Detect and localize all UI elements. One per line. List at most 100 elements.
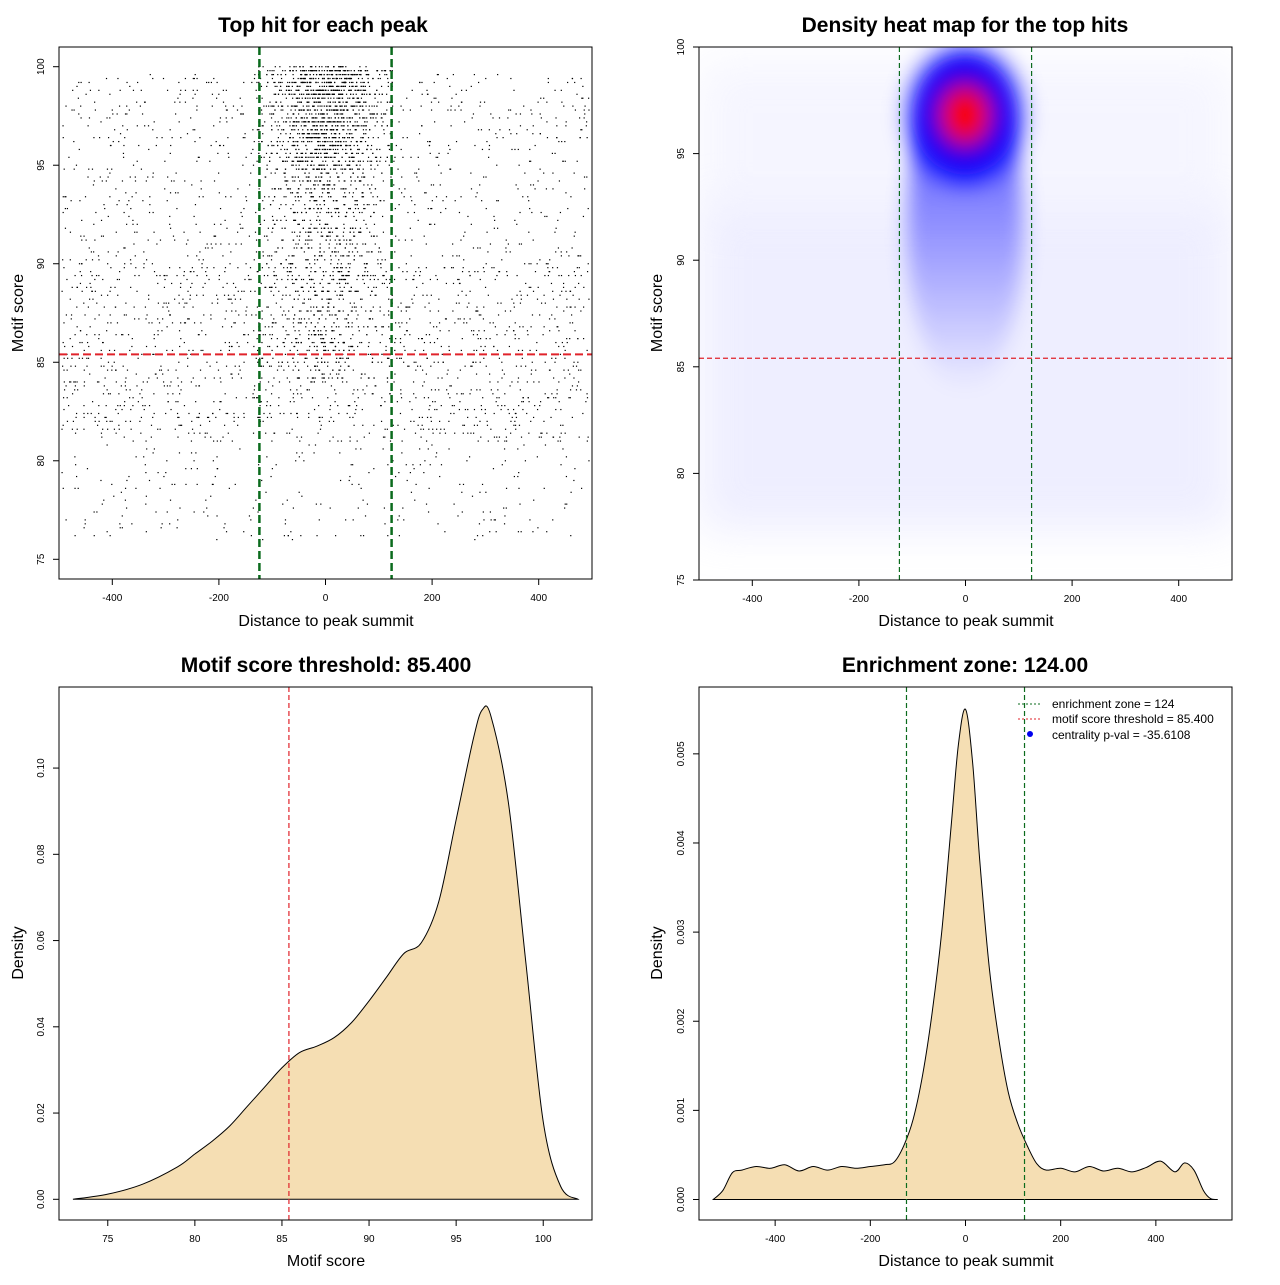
scatter-point (401, 176, 403, 178)
scatter-point (262, 365, 264, 367)
scatter-point (220, 349, 222, 352)
scatter-point (152, 172, 154, 174)
scatter-point (387, 81, 389, 84)
scatter-point (561, 341, 563, 344)
scatter-point (103, 365, 105, 367)
scatter-point (332, 85, 334, 88)
scatter-point (432, 432, 434, 434)
scatter-point (100, 121, 102, 123)
scatter-point (319, 93, 321, 95)
scatter-point (283, 160, 285, 162)
scatter-point (361, 196, 363, 198)
scatter-point (569, 397, 571, 399)
scatter-point (126, 81, 128, 84)
scatter-point (204, 432, 206, 434)
scatter-point (308, 109, 310, 111)
scatter-point (289, 294, 291, 296)
scatter-point (234, 298, 236, 300)
scatter-point (363, 326, 365, 328)
scatter-point (225, 412, 227, 415)
scatter-point (157, 472, 159, 474)
scatter-point (565, 192, 567, 194)
scatter-point (230, 251, 232, 253)
scatter-point (220, 223, 222, 225)
scatter-point (339, 310, 341, 312)
scatter-point (365, 223, 367, 225)
scatter-point (260, 109, 263, 111)
scatter-point (307, 377, 309, 379)
scatter-point (267, 239, 269, 241)
scatter-point (244, 278, 246, 281)
scatter-point (343, 255, 345, 257)
scatter-point (98, 420, 100, 422)
scatter-point (362, 125, 364, 127)
scatter-point (209, 365, 211, 367)
scatter-point (469, 290, 471, 292)
scatter-point (336, 97, 338, 99)
scatter-point (331, 188, 333, 190)
scatter-point (501, 369, 504, 371)
scatter-point (316, 310, 319, 312)
scatter-point (83, 349, 85, 352)
scatter-point (313, 207, 315, 210)
scatter-point (215, 140, 217, 143)
scatter-point (290, 117, 292, 119)
scatter-point (100, 349, 102, 352)
scatter-point (341, 271, 343, 273)
scatter-point (289, 349, 291, 352)
scatter-point (313, 381, 315, 383)
scatter-point (316, 125, 318, 127)
scatter-point (344, 105, 346, 107)
scatter-point (200, 180, 202, 182)
scatter-point (185, 468, 187, 470)
scatter-point (321, 70, 323, 72)
scatter-point (359, 164, 361, 166)
scatter-point (429, 310, 431, 312)
scatter-point (256, 129, 259, 131)
scatter-point (519, 211, 521, 214)
scatter-point (88, 345, 90, 348)
scatter-point (338, 239, 340, 241)
scatter-point (466, 322, 468, 324)
scatter-point (515, 113, 517, 115)
scatter-point (500, 408, 502, 411)
scatter-point (331, 314, 333, 316)
scatter-point (586, 121, 588, 123)
scatter-point (223, 294, 226, 296)
scatter-point (175, 172, 177, 174)
scatter-point (580, 77, 582, 80)
scatter-point (310, 129, 312, 131)
scatter-point (308, 85, 310, 88)
scatter-point (299, 109, 301, 111)
scatter-point (519, 503, 521, 505)
scatter-point (310, 89, 312, 91)
scatter-point (131, 196, 133, 198)
scatter-point (321, 290, 323, 292)
scatter-point (496, 436, 498, 438)
scatter-point (295, 89, 297, 91)
scatter-point (324, 93, 326, 95)
scatter-point (329, 144, 331, 147)
scatter-point (270, 140, 272, 143)
scatter-point (219, 377, 221, 379)
scatter-point (80, 105, 82, 107)
scatter-point (348, 255, 350, 257)
scatter-point (362, 81, 364, 84)
scatter-point (360, 70, 362, 72)
scatter-point (362, 85, 364, 88)
scatter-point (540, 97, 542, 99)
scatter-point (444, 531, 446, 533)
scatter-point (331, 231, 334, 233)
scatter-point (319, 85, 321, 88)
scatter-point (286, 377, 288, 379)
scatter-point (261, 267, 264, 269)
scatter-point (293, 361, 295, 363)
scatter-point (291, 231, 293, 233)
scatter-point (511, 381, 513, 383)
scatter-point (406, 97, 408, 99)
scatter-point (378, 251, 380, 253)
scatter-point (571, 385, 574, 387)
scatter-point (471, 117, 473, 119)
scatter-point (317, 184, 319, 186)
scatter-point (352, 211, 354, 214)
